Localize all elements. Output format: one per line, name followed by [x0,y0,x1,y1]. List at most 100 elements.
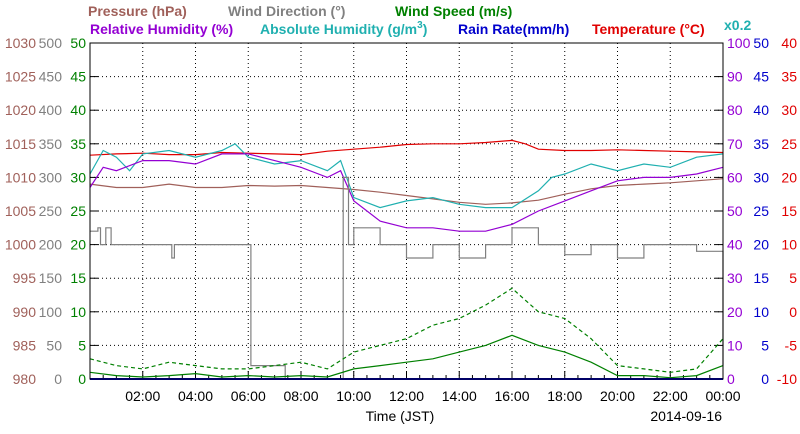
y-tick-label-wind-speed: 5 [78,337,86,353]
x-tick-label: 12:00 [389,388,424,404]
y-tick-label-rel-humidity: 100 [727,35,751,51]
y-tick-label-wind-direction: 350 [39,136,63,152]
series-wind-speed [89,334,724,379]
legend-wind-speed: Wind Speed (m/s) [395,3,512,19]
y-tick-label-rain-rate: 25 [753,203,769,219]
y-tick-label-temperature: -5 [785,337,798,353]
legend-rain-rate: Rain Rate(mm/h) [458,21,569,37]
y-tick-label-pressure: 980 [13,371,37,387]
x-tick-label: 14:00 [442,388,477,404]
legend-wind-direction: Wind Direction (°) [228,3,345,19]
y-tick-label-temperature: 20 [781,169,797,185]
y-tick-label-rel-humidity: 20 [727,304,743,320]
x-tick-label: 00:00 [705,388,740,404]
y-tick-label-wind-direction: 300 [39,169,63,185]
x-tick-label: 06:00 [231,388,266,404]
y-tick-label-rel-humidity: 30 [727,270,743,286]
legend-abs-humidity: Absolute Humidity (g/m3) [260,20,427,37]
y-tick-label-wind-speed: 20 [70,237,86,253]
y-tick-label-rain-rate: 50 [753,35,769,51]
y-tick-label-wind-speed: 35 [70,136,86,152]
y-tick-label-wind-direction: 450 [39,69,63,85]
y-tick-label-temperature: 40 [781,35,797,51]
y-tick-label-rain-rate: 10 [753,304,769,320]
y-tick-label-rel-humidity: 80 [727,102,743,118]
plot-frame [89,42,724,380]
y-tick-label-pressure: 990 [13,304,37,320]
y-tick-label-rel-humidity: 0 [727,371,735,387]
y-tick-label-wind-direction: 150 [39,270,63,286]
y-tick-label-rel-humidity: 50 [727,203,743,219]
legend-abs-humidity-text: Absolute Humidity (g/m [260,21,417,37]
y-tick-label-wind-speed: 30 [70,169,86,185]
y-tick-label-wind-direction: 0 [54,371,62,387]
y-tick-label-temperature: 30 [781,102,797,118]
x-tick-label: 18:00 [547,388,582,404]
y-tick-label-rain-rate: 15 [753,270,769,286]
y-tick-label-pressure: 1020 [5,102,36,118]
y-tick-label-rain-rate: 20 [753,237,769,253]
y-tick-label-wind-speed: 40 [70,102,86,118]
y-axes: 9809859909951000100510101015102010251030… [5,35,797,387]
y-tick-label-wind-speed: 0 [78,371,86,387]
legend-abs-humidity-sup: 3 [417,20,423,31]
y-tick-label-temperature: -10 [777,371,797,387]
grid [90,43,723,379]
y-tick-label-temperature: 0 [789,304,797,320]
date-label: 2014-09-16 [650,408,722,424]
y-tick-label-pressure: 995 [13,270,37,286]
y-tick-label-wind-speed: 50 [70,35,86,51]
y-tick-label-temperature: 5 [789,270,797,286]
y-tick-label-rel-humidity: 90 [727,69,743,85]
y-tick-label-wind-speed: 10 [70,304,86,320]
x-axis-label: Time (JST) [366,408,435,424]
x-tick-label: 02:00 [125,388,160,404]
legend-pressure: Pressure (hPa) [88,3,187,19]
series-pressure [89,178,724,205]
x-tick-label: 22:00 [653,388,688,404]
legend-temperature: Temperature (°C) [592,21,705,37]
y-tick-label-pressure: 1005 [5,203,36,219]
y-tick-label-rel-humidity: 10 [727,337,743,353]
y-tick-label-wind-direction: 500 [39,35,63,51]
y-tick-label-wind-direction: 100 [39,304,63,320]
y-tick-label-temperature: 25 [781,136,797,152]
y-tick-label-temperature: 10 [781,237,797,253]
y-tick-label-wind-direction: 400 [39,102,63,118]
y-tick-label-rel-humidity: 60 [727,169,743,185]
y-tick-label-wind-direction: 200 [39,237,63,253]
y-tick-label-rel-humidity: 70 [727,136,743,152]
x-tick-label: 04:00 [178,388,213,404]
y-tick-label-wind-speed: 25 [70,203,86,219]
x-tick-label: 16:00 [494,388,529,404]
y-tick-label-wind-speed: 15 [70,270,86,286]
y-tick-label-pressure: 1000 [5,237,36,253]
y-tick-label-temperature: 35 [781,69,797,85]
y-tick-label-pressure: 1030 [5,35,36,51]
y-tick-label-rain-rate: 5 [761,337,769,353]
y-tick-label-temperature: 15 [781,203,797,219]
y-tick-label-rain-rate: 40 [753,102,769,118]
series-wind-direction [90,176,724,380]
y-tick-label-rain-rate: 0 [761,371,769,387]
legend-abs-humidity-close: ) [423,21,428,37]
y-tick-label-rain-rate: 30 [753,169,769,185]
y-tick-label-pressure: 985 [13,337,37,353]
series-temperature [89,139,724,156]
series-abs-humidity [89,143,724,209]
y-tick-label-rain-rate: 35 [753,136,769,152]
y-tick-label-rel-humidity: 40 [727,237,743,253]
series-wind-gust [89,287,724,373]
y-tick-label-pressure: 1025 [5,69,36,85]
y-tick-label-pressure: 1015 [5,136,36,152]
x-tick-label: 10:00 [336,388,371,404]
y-tick-label-rain-rate: 45 [753,69,769,85]
x-tick-label: 08:00 [283,388,318,404]
legend-rel-humidity: Relative Humidity (%) [90,21,233,37]
y-tick-label-wind-direction: 250 [39,203,63,219]
abs-humidity-scale-note: x0.2 [724,17,751,33]
series-rel-humidity [89,153,724,232]
y-tick-label-wind-direction: 50 [46,337,62,353]
y-tick-label-wind-speed: 45 [70,69,86,85]
